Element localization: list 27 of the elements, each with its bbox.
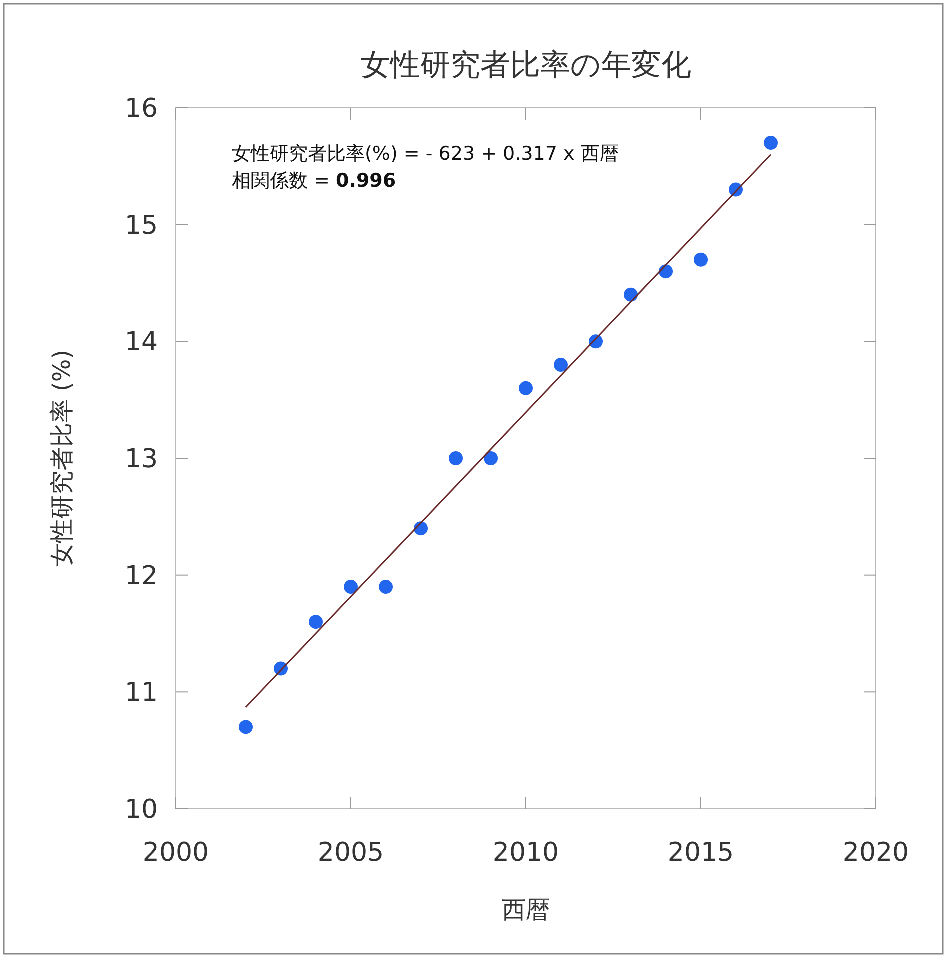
point (484, 452, 498, 466)
point (344, 580, 358, 594)
point (379, 580, 393, 594)
x-tick-label: 2005 (318, 838, 384, 868)
point (554, 358, 568, 372)
y-tick-label: 11 (124, 678, 158, 708)
point (309, 615, 323, 630)
y-tick-label: 15 (124, 210, 158, 241)
point (449, 452, 463, 466)
point (519, 381, 533, 396)
y-axis-title: 女性研究者比率 (%) (48, 350, 76, 568)
point (239, 720, 253, 734)
chart-title: 女性研究者比率の年変化 (360, 48, 692, 83)
x-tick-label: 2000 (142, 838, 210, 868)
x-tick-label: 2010 (492, 838, 560, 868)
y-tick-label: 14 (124, 328, 158, 358)
y-tick-label: 13 (124, 444, 158, 474)
x-tick-label: 2020 (842, 838, 910, 868)
y-tick-label: 10 (124, 795, 158, 825)
x-tick-label: 2015 (668, 838, 734, 868)
y-tick-label: 16 (124, 94, 158, 124)
annotation: 相関係数 = 0.996 (232, 170, 396, 192)
x-axis-title: 西暦 (502, 896, 550, 924)
point (764, 136, 778, 150)
point (694, 252, 708, 267)
annotation: 女性研究者比率(%) = - 623 + 0.317 x 西暦 (232, 143, 619, 165)
y-tick-label: 12 (124, 561, 158, 592)
